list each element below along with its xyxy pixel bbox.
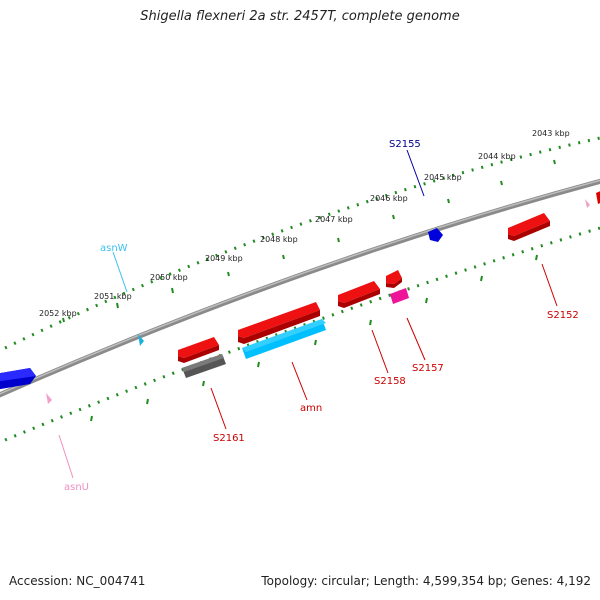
scale-label: 2046 kbp bbox=[370, 194, 408, 203]
genome-title: Shigella flexneri 2a str. 2457T, complet… bbox=[140, 9, 460, 24]
gene-blue-left[interactable] bbox=[0, 368, 36, 390]
major-ticks-inner bbox=[90, 254, 538, 422]
gene-S2155[interactable] bbox=[428, 228, 443, 242]
label-leaders bbox=[58, 149, 558, 479]
gene-S2157-red[interactable] bbox=[386, 270, 402, 288]
major-ticks-outer bbox=[62, 159, 556, 323]
gene-S2152[interactable] bbox=[508, 213, 550, 241]
gene-S2161-grey[interactable] bbox=[182, 354, 226, 378]
chromosome-backbone bbox=[0, 178, 600, 398]
gene-amn-cyan[interactable] bbox=[242, 319, 326, 359]
gene-red-right-edge[interactable] bbox=[596, 189, 600, 204]
feature-label-S2152[interactable]: S2152 bbox=[547, 310, 579, 321]
trna-asnU[interactable] bbox=[46, 393, 52, 404]
feature-label-S2158[interactable]: S2158 bbox=[374, 376, 406, 387]
scale-label: 2048 kbp bbox=[260, 235, 298, 244]
feature-label-S2161[interactable]: S2161 bbox=[213, 433, 245, 444]
gene-amn-red[interactable] bbox=[238, 302, 320, 344]
outer-scale-track bbox=[4, 136, 600, 350]
gene-S2161-red[interactable] bbox=[178, 337, 219, 363]
scale-label: 2051 kbp bbox=[94, 292, 132, 301]
scale-label: 2049 kbp bbox=[205, 254, 243, 263]
gene-S2158[interactable] bbox=[338, 281, 380, 308]
feature-label-asnU[interactable]: asnU bbox=[64, 482, 89, 493]
feature-label-S2157[interactable]: S2157 bbox=[412, 363, 444, 374]
trna-asnW[interactable] bbox=[138, 334, 144, 346]
trna-top-right[interactable] bbox=[585, 199, 590, 208]
feature-label-amn[interactable]: amn bbox=[300, 403, 322, 414]
feature-label-asnW[interactable]: asnW bbox=[100, 243, 128, 254]
scale-label: 2044 kbp bbox=[478, 152, 516, 161]
scale-label: 2045 kbp bbox=[424, 173, 462, 182]
genome-stats-text: Topology: circular; Length: 4,599,354 bp… bbox=[261, 574, 591, 588]
scale-label: 2050 kbp bbox=[150, 273, 188, 282]
scale-label: 2047 kbp bbox=[315, 215, 353, 224]
feature-label-S2155[interactable]: S2155 bbox=[389, 139, 421, 150]
accession-text: Accession: NC_004741 bbox=[9, 574, 146, 588]
scale-label: 2043 kbp bbox=[532, 129, 570, 138]
gene-magenta[interactable] bbox=[390, 288, 409, 304]
scale-label: 2052 kbp bbox=[39, 309, 77, 318]
